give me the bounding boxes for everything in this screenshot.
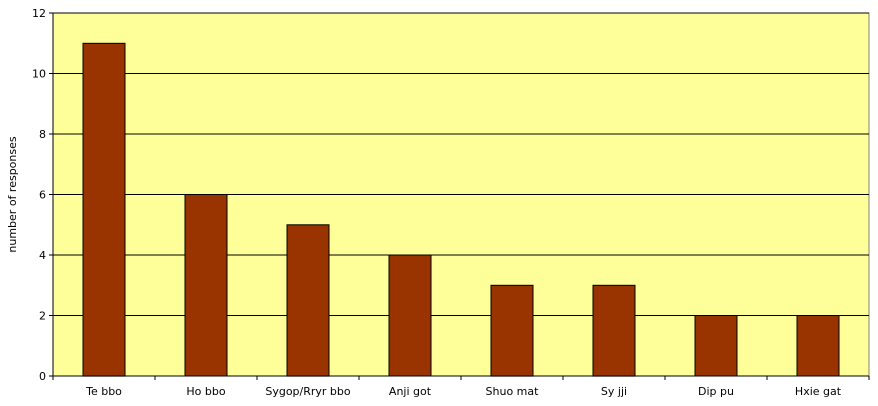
bar-te-bbo (82, 42, 126, 377)
x-tick-label: Te bbo (85, 385, 122, 398)
y-tick-label: 10 (32, 68, 46, 81)
y-tick-label: 12 (32, 7, 46, 20)
y-tick-label: 2 (39, 310, 46, 323)
bar-hxie-gat (796, 315, 840, 377)
y-tick-label: 0 (39, 370, 46, 383)
x-tick-label: Anji got (389, 385, 432, 398)
y-tick-label: 8 (39, 128, 46, 141)
y-axis-label: number of responses (6, 136, 19, 252)
bars (82, 42, 840, 377)
x-tick-label: Sygop/Rryr bbo (265, 385, 351, 398)
bar-sy-jji (592, 284, 636, 377)
x-tick-labels: Te bbo Ho bbo Sygop/Rryr bbo Anji got Shuo m… (85, 385, 842, 398)
bar-shuo-mat (490, 284, 534, 377)
bar-anji-got (388, 254, 432, 377)
x-tick-label: Hxie gat (795, 385, 842, 398)
bar-sygop-rryr-bbo (286, 224, 330, 377)
axes (49, 12, 870, 380)
bar-ho-bbo (184, 194, 228, 377)
x-tick-label: Shuo mat (486, 385, 540, 398)
y-tick-labels: 0 2 4 6 8 10 12 (32, 7, 46, 383)
x-tick-label: Sy jji (601, 385, 627, 398)
x-tick-label: Ho bbo (186, 385, 225, 398)
y-tick-label: 6 (39, 189, 46, 202)
bar-dip-pu (694, 315, 738, 377)
x-tick-label: Dip pu (698, 385, 734, 398)
y-tick-label: 4 (39, 249, 46, 262)
